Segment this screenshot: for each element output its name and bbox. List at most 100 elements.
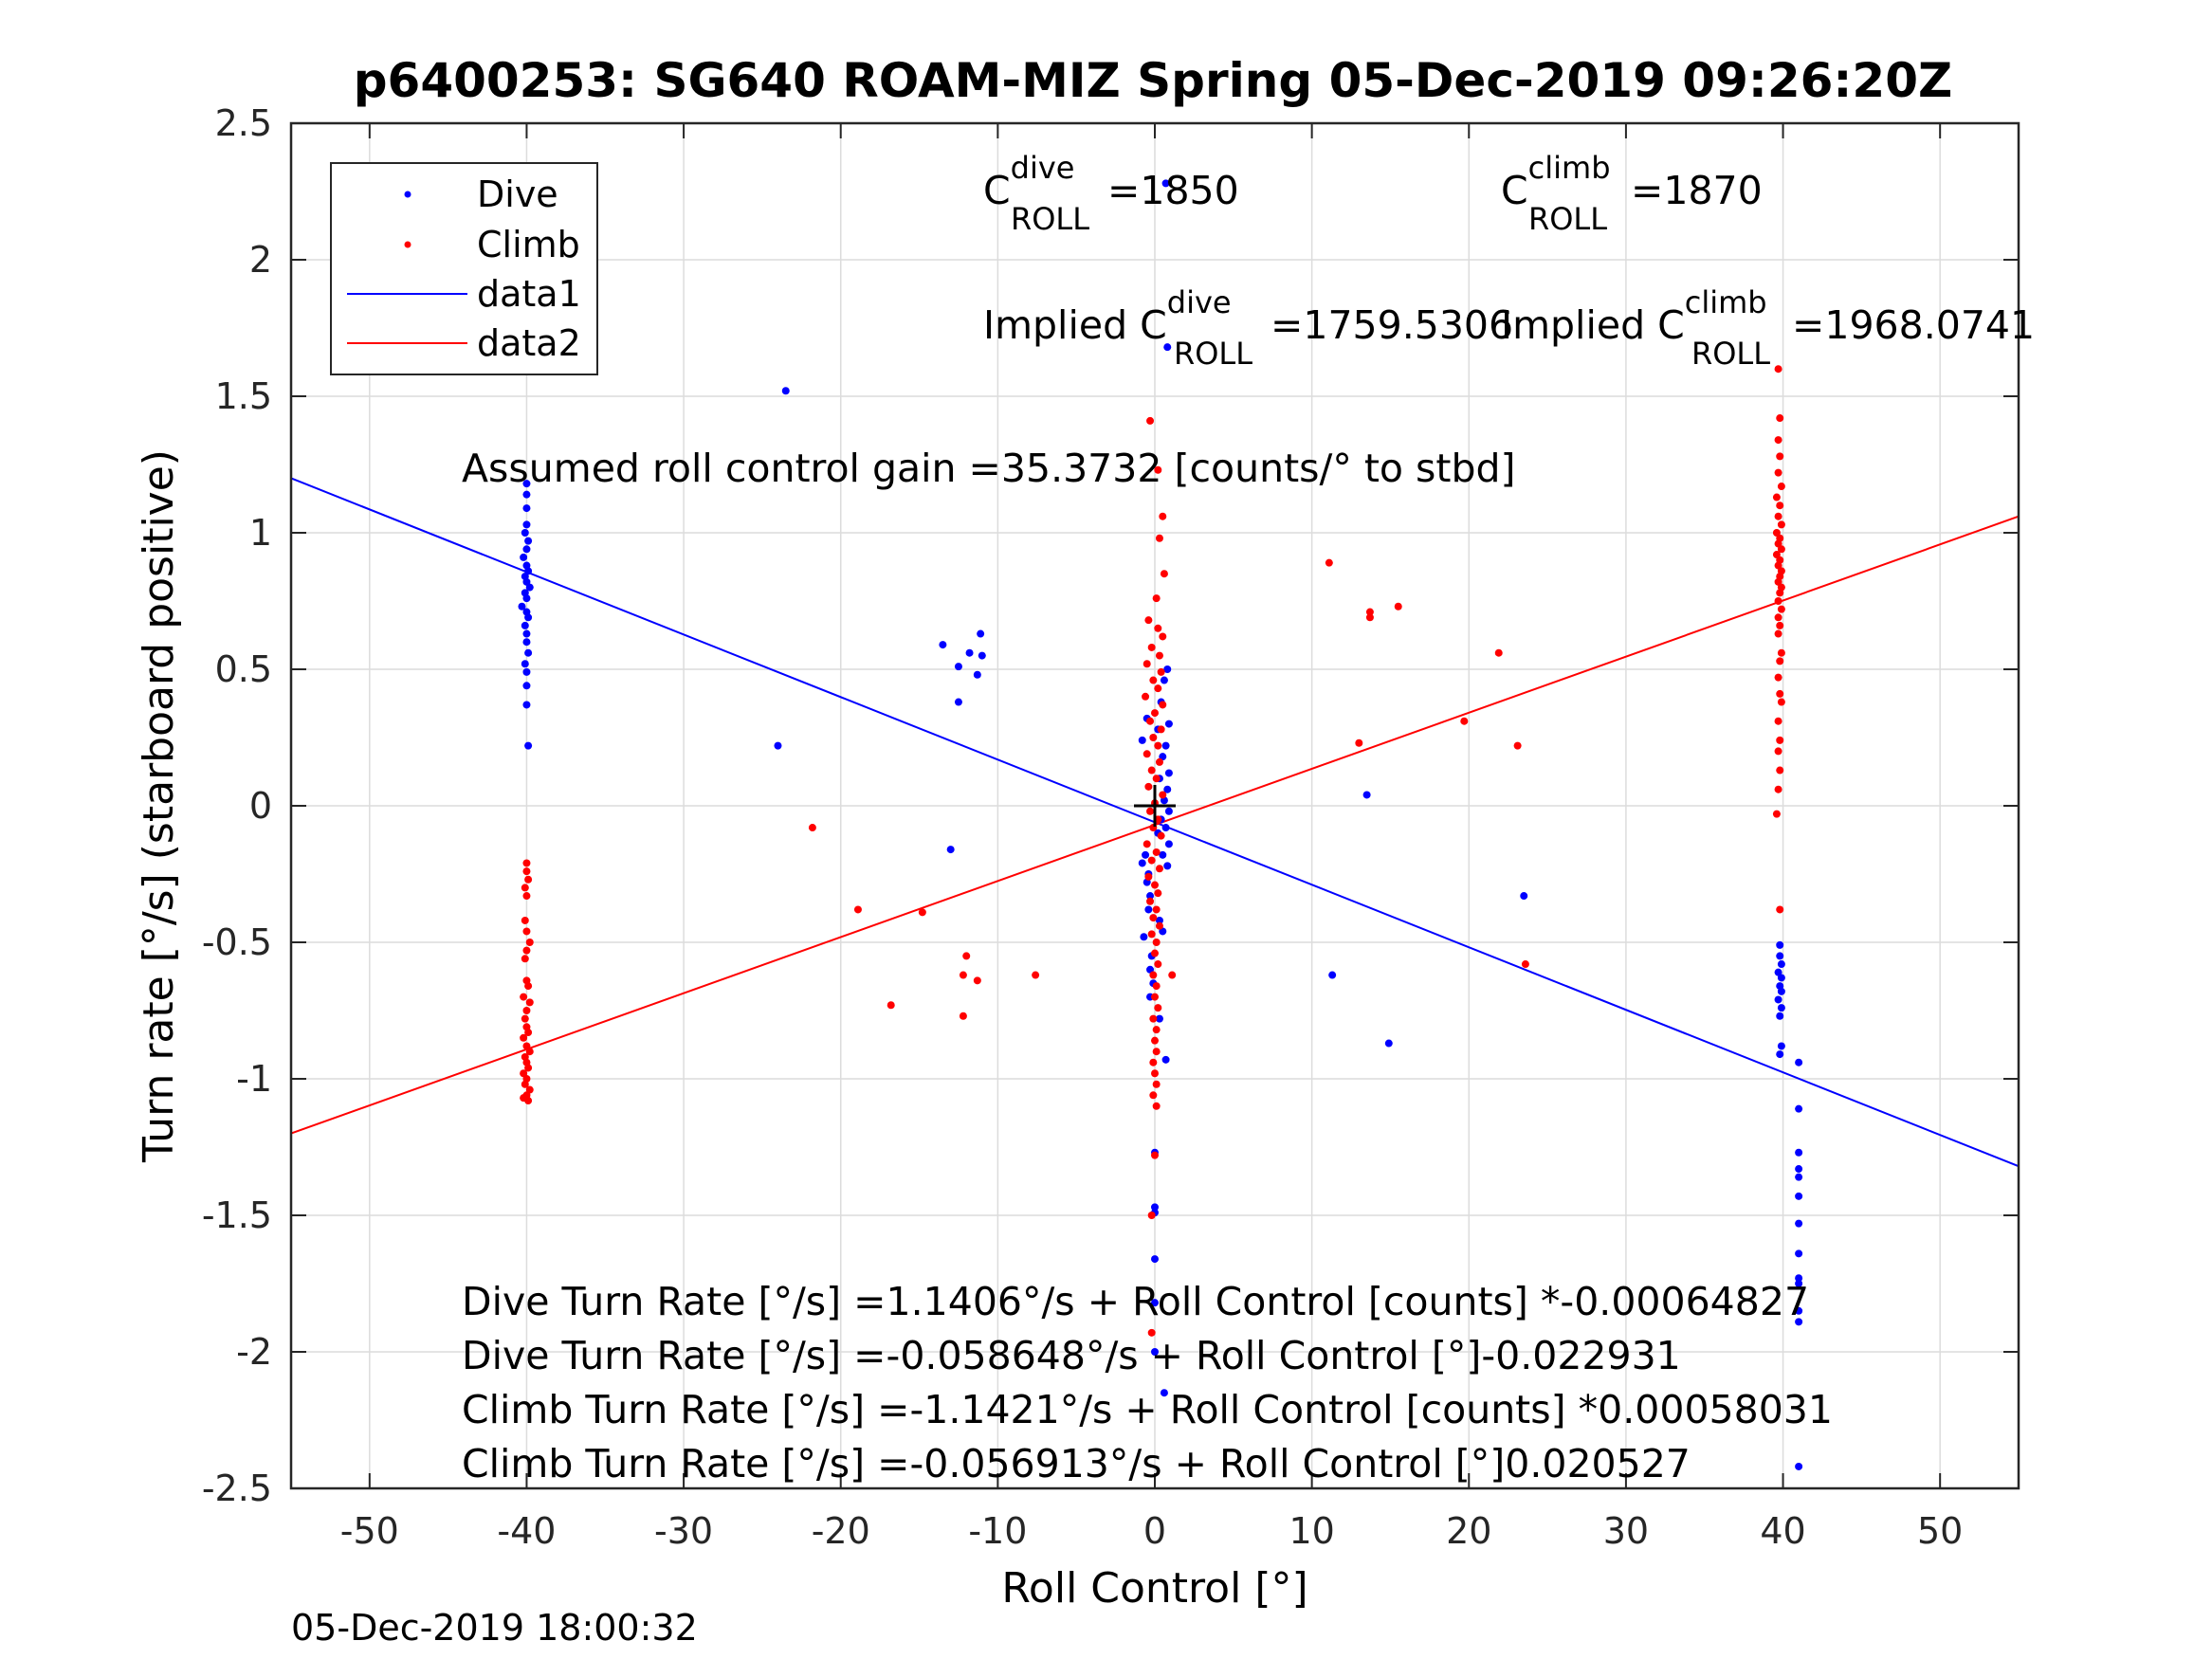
dive-point — [1138, 859, 1146, 867]
dive-point — [1776, 1050, 1784, 1059]
dive-point — [1163, 665, 1172, 673]
dive-point — [1795, 1318, 1803, 1326]
climb-point — [1774, 613, 1782, 622]
climb-point — [959, 971, 967, 979]
climb-point — [1774, 785, 1782, 793]
dive-point — [1795, 1192, 1803, 1200]
fit-equation-1: Dive Turn Rate [°/s] =1.1406°/s + Roll C… — [462, 1279, 1809, 1324]
climb-point — [1146, 717, 1155, 725]
climb-point — [1774, 436, 1782, 445]
legend-data1-label: data1 — [477, 273, 581, 315]
dive-point — [525, 583, 534, 592]
climb-point — [1776, 657, 1784, 665]
fit-equation-3: Climb Turn Rate [°/s] =-1.1421°/s + Roll… — [462, 1387, 1833, 1432]
climb-point — [1146, 416, 1155, 425]
dive-point — [1777, 960, 1785, 969]
climb-point — [1777, 605, 1785, 613]
climb-point — [521, 1014, 529, 1023]
dive-point — [1142, 850, 1150, 859]
dive-point — [1161, 179, 1170, 188]
y-tick-label: 0 — [249, 785, 272, 827]
climb-point — [1149, 676, 1158, 684]
climb-point — [1152, 1026, 1161, 1034]
c-dive-annotation: Cdive ROLL=1850 — [983, 150, 1239, 237]
climb-point — [1152, 775, 1161, 783]
dive-point — [520, 553, 528, 561]
dive-point — [1138, 736, 1146, 744]
dive-point — [1164, 769, 1173, 777]
climb-point — [1513, 741, 1522, 750]
climb-point — [1154, 624, 1162, 632]
climb-point — [1151, 1036, 1159, 1045]
dive-point — [1776, 940, 1784, 949]
dive-point — [521, 529, 529, 537]
x-axis-label: Roll Control [°] — [1001, 1564, 1307, 1613]
dive-point — [1795, 1173, 1803, 1181]
axis-ticks: -50 -40 -30 -20 -10 0 10 20 30 40 50-2.5-2-1.5-1-0… — [202, 102, 2019, 1552]
climb-point — [1154, 684, 1162, 693]
climb-point — [1155, 757, 1163, 766]
climb-point — [1144, 782, 1153, 791]
x-tick-label: -20 — [812, 1510, 870, 1552]
climb-point — [520, 993, 528, 1001]
climb-point — [1155, 651, 1163, 660]
dive-point — [1776, 952, 1784, 960]
dive-point — [1151, 1348, 1159, 1356]
dive-point — [1161, 1055, 1170, 1064]
climb-point — [522, 1007, 531, 1014]
climb-point — [1157, 667, 1165, 676]
climb-point — [959, 1012, 967, 1020]
dive-point — [1777, 1042, 1785, 1050]
climb-point — [887, 1001, 895, 1010]
dive-point — [522, 667, 531, 676]
climb-point — [1154, 465, 1162, 474]
climb-point — [1776, 621, 1784, 629]
climb-point — [1168, 971, 1177, 979]
climb-point — [1776, 452, 1784, 461]
dive-point — [1795, 1306, 1803, 1315]
dive-point — [522, 480, 531, 488]
y-axis-label: Turn rate [°/s] (starboard positive) — [135, 449, 183, 1163]
climb-point — [1152, 594, 1161, 603]
dive-point — [518, 602, 526, 611]
climb-point — [521, 916, 529, 924]
climb-point — [1776, 589, 1784, 597]
dive-point — [1328, 971, 1337, 979]
legend-data2-label: data2 — [477, 322, 581, 364]
climb-point — [521, 884, 529, 892]
climb-point — [522, 859, 531, 867]
fit-equation-2: Dive Turn Rate [°/s] =-0.058648°/s + Rol… — [462, 1333, 1681, 1378]
climb-point — [1774, 597, 1782, 605]
climb-point — [1147, 766, 1156, 775]
climb-point — [1777, 483, 1785, 491]
climb-point — [1152, 1048, 1161, 1056]
climb-point — [1152, 1080, 1161, 1088]
x-tick-label: 50 — [1917, 1510, 1963, 1552]
c-climb-annotation: Cclimb ROLL=1870 — [1501, 150, 1763, 237]
dive-point — [1164, 840, 1173, 848]
roll-gain-annotation: Assumed roll control gain =35.3732 [coun… — [462, 446, 1516, 491]
dive-point — [522, 490, 531, 499]
dive-point — [973, 670, 981, 679]
climb-point — [1774, 365, 1782, 374]
timestamp-footer: 05-Dec-2019 18:00:32 — [291, 1607, 698, 1649]
climb-point — [1152, 848, 1161, 856]
x-tick-label: 40 — [1760, 1510, 1805, 1552]
climb-series — [520, 365, 1785, 1337]
dive-point — [774, 741, 782, 750]
climb-point — [1159, 701, 1167, 709]
dive-point — [1159, 850, 1167, 859]
y-tick-label: -0.5 — [202, 921, 272, 963]
climb-point — [1774, 629, 1782, 638]
climb-point — [522, 892, 531, 901]
dive-point — [524, 741, 533, 750]
dive-point — [1384, 1039, 1393, 1048]
y-tick-label: 1.5 — [215, 375, 272, 417]
climb-point — [1144, 616, 1153, 625]
dive-point — [522, 520, 531, 529]
climb-point — [1154, 1004, 1162, 1012]
fit-equation-4: Climb Turn Rate [°/s] =-0.056913°/s + Ro… — [462, 1441, 1691, 1486]
dive-point — [1164, 720, 1173, 728]
climb-point — [524, 1029, 533, 1037]
dive-point — [524, 613, 533, 622]
